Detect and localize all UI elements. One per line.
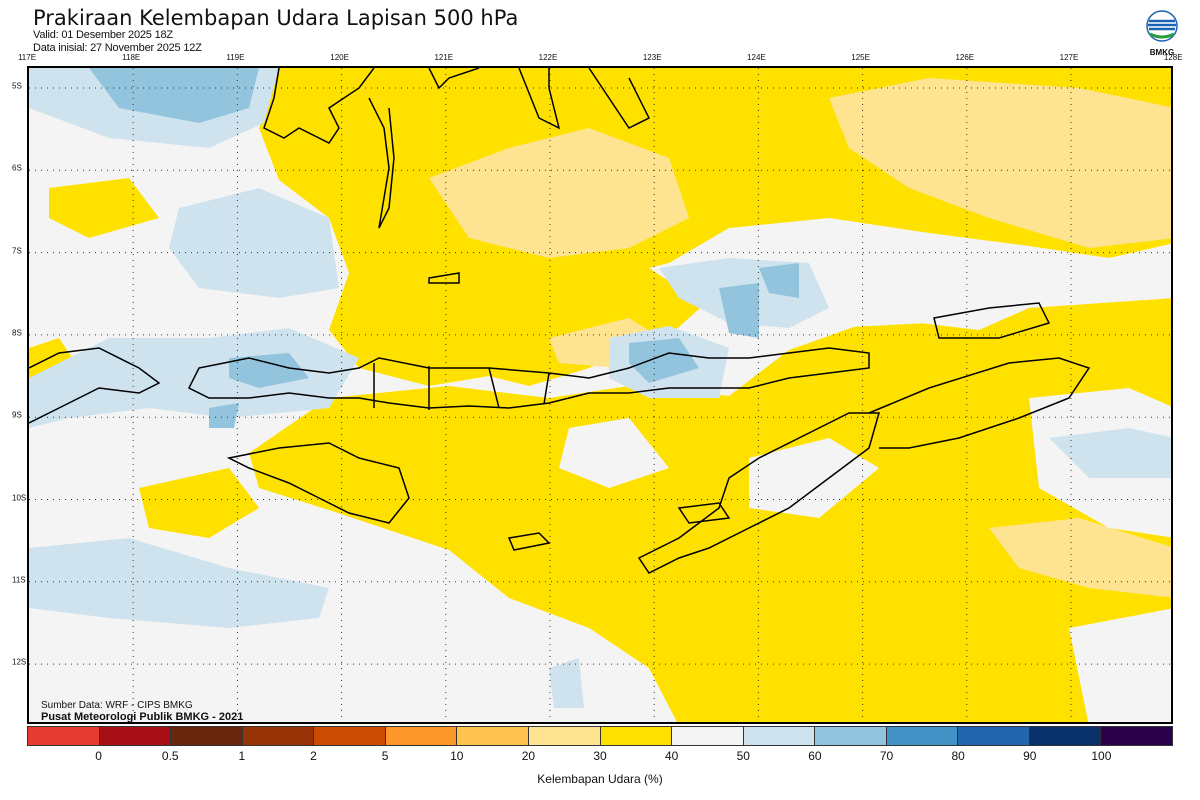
- colorbar-tick-label: 100: [1091, 749, 1112, 763]
- colorbar-swatch: [672, 727, 744, 745]
- latitude-label: 12S: [12, 657, 27, 667]
- colorbar-tick-label: 5: [381, 749, 389, 763]
- colorbar-tick-label: 60: [808, 749, 822, 763]
- longitude-label: 118E: [122, 53, 141, 62]
- latitude-label: 9S: [12, 410, 22, 420]
- latitude-label: 10S: [12, 493, 27, 502]
- longitude-label: 121E: [434, 53, 454, 62]
- latitude-label: 7S: [12, 246, 22, 256]
- latitude-label: 11S: [12, 575, 26, 585]
- latitude-label: 6S: [12, 163, 22, 173]
- colorbar-swatch: [886, 727, 959, 745]
- colorbar-tick-label: 0: [95, 749, 102, 763]
- colorbar-swatch: [171, 727, 243, 745]
- colorbar-swatch: [314, 727, 386, 745]
- coastlines: [29, 68, 1091, 574]
- svg-text:BMKG: BMKG: [1150, 48, 1174, 57]
- colorbar-tick-label: 80: [951, 749, 965, 763]
- colorbar-swatch: [242, 727, 315, 745]
- colorbar-title: Kelembapan Udara (%): [537, 772, 663, 786]
- colorbar-swatch: [600, 727, 673, 745]
- colorbar-swatch: [743, 727, 816, 745]
- longitude-label: 127E: [1059, 53, 1079, 62]
- latitude-label: 5S: [12, 81, 22, 91]
- longitude-label: 117E: [17, 53, 37, 62]
- valid-time: Valid: 01 Desember 2025 18Z: [33, 29, 173, 41]
- colorbar-swatch: [815, 727, 887, 745]
- colorbar-tick-label: 50: [736, 749, 750, 763]
- longitude-label: 120E: [330, 53, 349, 62]
- colorbar-tick-label: 1: [238, 749, 246, 763]
- colorbar-swatch: [385, 727, 458, 745]
- longitude-label: 128E: [1163, 53, 1183, 62]
- colorbar-swatch: [1029, 727, 1102, 745]
- colorbar-swatch: [958, 727, 1030, 745]
- colorbar: [27, 726, 1173, 746]
- map-credit: Pusat Meteorologi Publik BMKG - 2021: [41, 711, 243, 723]
- longitude-label: 122E: [538, 53, 558, 62]
- colorbar-tick-label: 40: [664, 749, 679, 763]
- longitude-label: 119E: [226, 53, 245, 62]
- longitude-label: 123E: [642, 53, 662, 62]
- colorbar-swatch: [457, 727, 529, 745]
- graticule: [29, 68, 1171, 722]
- colorbar-swatch: [1101, 727, 1172, 745]
- longitude-label: 124E: [747, 53, 766, 62]
- colorbar-tick-label: 2: [310, 749, 317, 763]
- colorbar-tick-label: 90: [1023, 749, 1037, 763]
- bmkg-logo: BMKG: [1142, 8, 1182, 58]
- longitude-label: 125E: [851, 53, 870, 62]
- colorbar-swatch: [28, 727, 100, 745]
- humidity-60-70-area: [89, 68, 799, 428]
- colorbar-tick-label: 30: [593, 749, 607, 763]
- colorbar-swatch: [99, 727, 172, 745]
- colorbar-tick-label: 0.5: [161, 749, 179, 763]
- humidity-map: Sumber Data: WRF - CIPS BMKG Pusat Meteo…: [27, 66, 1173, 724]
- initial-time: Data inisial: 27 November 2025 12Z: [33, 42, 202, 54]
- map-title: Prakiraan Kelembapan Udara Lapisan 500 h…: [33, 6, 519, 30]
- colorbar-tick-label: 70: [879, 749, 894, 763]
- longitude-label: 126E: [955, 53, 975, 62]
- latitude-label: 8S: [12, 328, 22, 338]
- colorbar-tick-label: 20: [521, 749, 536, 763]
- data-source: Sumber Data: WRF - CIPS BMKG: [41, 700, 193, 711]
- colorbar-tick-label: 10: [450, 749, 464, 763]
- colorbar-swatch: [528, 727, 601, 745]
